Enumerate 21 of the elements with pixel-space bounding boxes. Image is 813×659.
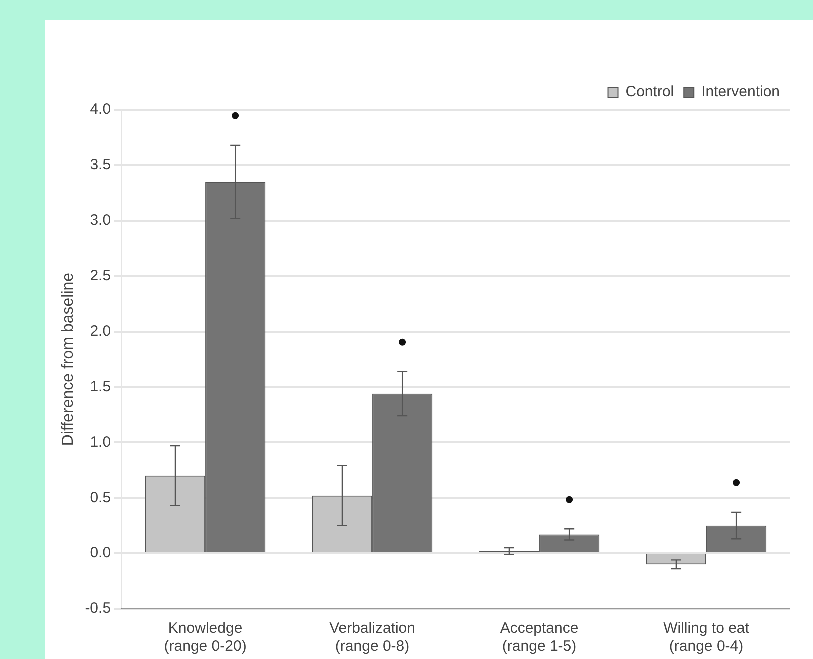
y-tick-label: 2.0 (90, 322, 112, 340)
x-tick-label: Willing to eat (range 0-4) (664, 620, 750, 656)
y-tick-label: 3.5 (90, 156, 112, 174)
y-tick-label: 1.0 (90, 434, 112, 451)
legend-label: Control (626, 84, 674, 101)
y-tick-label: 1.5 (90, 378, 112, 396)
x-tick-label: Acceptance (range 1-5) (500, 620, 579, 656)
y-tick-label: 0.5 (90, 489, 112, 506)
legend-label: Intervention (702, 84, 780, 101)
annotation: • (565, 484, 574, 514)
annotation: • (732, 468, 742, 498)
y-tick-label: 3.0 (90, 212, 112, 230)
y-tick-label: 0.0 (90, 544, 112, 562)
x-tick-label: Verbalization (range 0-8) (330, 620, 416, 656)
y-tick-label: -0.5 (85, 600, 112, 618)
x-tick-label: Knowledge (range 0-20) (164, 620, 247, 656)
annotation: • (231, 100, 240, 131)
y-tick-label: 2.5 (90, 267, 112, 284)
y-tick-label: 4.0 (90, 101, 112, 118)
annotation: • (398, 326, 408, 357)
y-axis-title: Difference from baseline (60, 272, 78, 446)
